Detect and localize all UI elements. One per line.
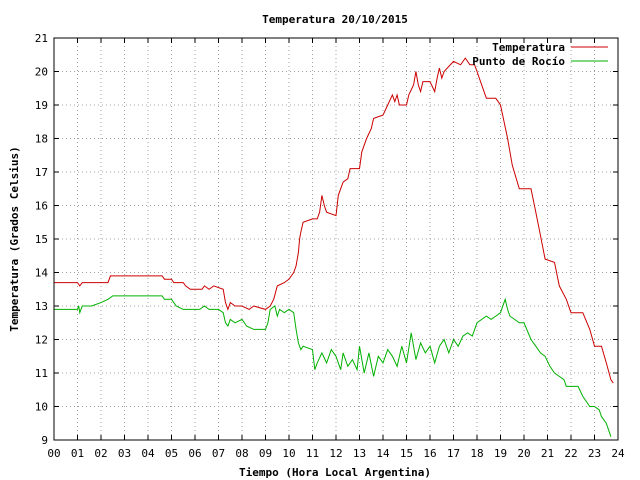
legend-label-temperatura: Temperatura: [492, 41, 565, 54]
y-tick-label: 17: [35, 166, 48, 179]
x-tick-label: 03: [118, 447, 131, 460]
y-tick-label: 13: [35, 300, 48, 313]
x-tick-label: 00: [47, 447, 60, 460]
x-tick-label: 24: [611, 447, 625, 460]
y-tick-label: 16: [35, 200, 48, 213]
x-axis-ticks: 00 01 02 03 04 05 06 07 08 09 10 11 12 13 14 15 16 17 18 19…: [47, 38, 625, 460]
x-tick-label: 02: [94, 447, 107, 460]
x-tick-label: 16: [423, 447, 436, 460]
y-axis-label: Temperatura (Grados Celsius): [8, 146, 21, 331]
x-axis-label: Tiempo (Hora Local Argentina): [239, 466, 431, 479]
x-tick-label: 11: [306, 447, 319, 460]
y-tick-label: 12: [35, 334, 48, 347]
y-tick-label: 15: [35, 233, 48, 246]
x-tick-label: 10: [282, 447, 295, 460]
y-tick-label: 10: [35, 401, 48, 414]
y-axis-ticks: 9 10 11 12 13 14 15 16 17 18 19 20 21: [35, 32, 618, 447]
x-tick-label: 21: [541, 447, 554, 460]
x-tick-label: 05: [165, 447, 178, 460]
x-tick-label: 06: [188, 447, 201, 460]
x-tick-label: 01: [71, 447, 84, 460]
series-layer: [54, 57, 614, 437]
x-tick-label: 18: [470, 447, 483, 460]
legend-label-punto-de-rocio: Punto de Rocío: [472, 55, 565, 68]
series-line-temperatura: [54, 57, 614, 384]
x-tick-label: 04: [141, 447, 155, 460]
x-tick-label: 17: [447, 447, 460, 460]
x-tick-label: 20: [517, 447, 530, 460]
y-tick-label: 9: [41, 434, 48, 447]
x-tick-label: 09: [259, 447, 272, 460]
y-tick-label: 19: [35, 99, 48, 112]
y-tick-label: 11: [35, 367, 48, 380]
x-tick-label: 19: [494, 447, 507, 460]
x-tick-label: 14: [376, 447, 390, 460]
x-tick-label: 23: [588, 447, 601, 460]
legend: Temperatura Punto de Rocío: [472, 41, 608, 68]
grid: [54, 38, 618, 440]
x-tick-label: 08: [235, 447, 248, 460]
x-tick-label: 12: [329, 447, 342, 460]
chart-title: Temperatura 20/10/2015: [262, 13, 408, 26]
y-tick-label: 14: [35, 267, 49, 280]
y-tick-label: 20: [35, 66, 48, 79]
series-line-punto-de-rocio: [54, 295, 612, 437]
x-tick-label: 07: [212, 447, 225, 460]
x-tick-label: 15: [400, 447, 413, 460]
x-tick-label: 13: [353, 447, 366, 460]
y-tick-label: 21: [35, 32, 48, 45]
y-tick-label: 18: [35, 133, 48, 146]
x-tick-label: 22: [564, 447, 577, 460]
